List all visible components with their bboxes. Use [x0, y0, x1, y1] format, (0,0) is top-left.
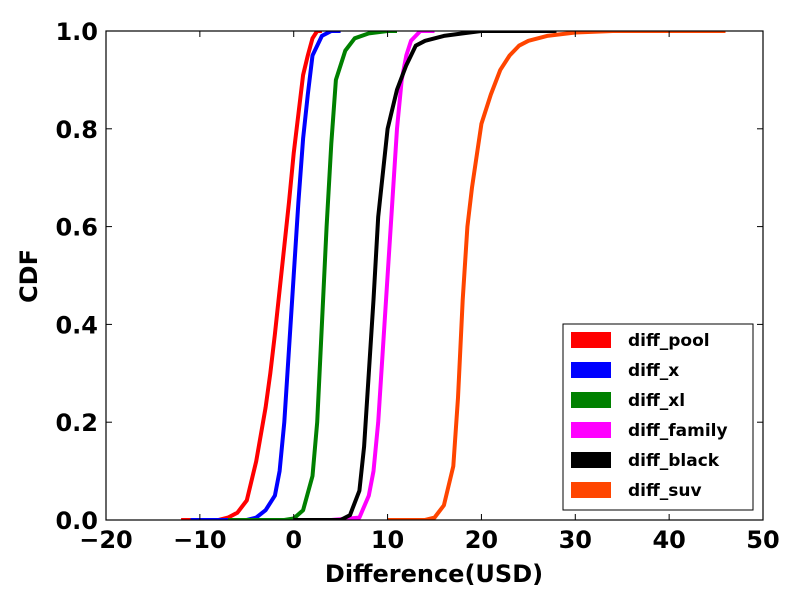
series-line-diff_family: [331, 31, 435, 520]
y-axis: 0.0 0.2 0.4 0.6 0.8 1.0: [55, 18, 763, 535]
series-line-diff_pool: [181, 31, 322, 520]
legend-label-diff_black: diff_black: [628, 451, 720, 471]
legend-label-diff_family: diff_family: [628, 421, 728, 441]
x-tick-label: 0: [285, 526, 302, 554]
x-tick-label: 10: [371, 526, 404, 554]
series-layer: [181, 31, 726, 520]
x-tick-label: 30: [559, 526, 592, 554]
y-tick-label: 0.4: [55, 311, 98, 339]
legend-swatch-diff_suv: [571, 482, 611, 498]
x-axis: −20 −10 0 10 20 30 40 50: [79, 31, 780, 554]
legend-label-diff_pool: diff_pool: [628, 331, 710, 351]
y-tick-label: 0.8: [55, 116, 98, 144]
x-tick-label: −10: [173, 526, 227, 554]
legend-label-diff_xl: diff_xl: [628, 391, 685, 411]
series-line-diff_x: [190, 31, 341, 520]
x-axis-label: Difference(USD): [325, 560, 543, 588]
series-line-diff_xl: [228, 31, 397, 520]
legend-swatch-diff_pool: [571, 332, 611, 348]
x-tick-label: 50: [746, 526, 779, 554]
legend-label-diff_x: diff_x: [628, 361, 679, 381]
legend-swatch-diff_black: [571, 452, 611, 468]
series-line-diff_black: [293, 31, 557, 520]
x-tick-label: 40: [652, 526, 685, 554]
series-line-diff_suv: [387, 31, 726, 520]
x-tick-label: −20: [79, 526, 133, 554]
legend-frame: [562, 323, 754, 511]
legend-swatch-diff_family: [571, 422, 611, 438]
legend-swatch-diff_x: [571, 362, 611, 378]
y-tick-label: 1.0: [55, 18, 98, 46]
y-axis-label: CDF: [15, 249, 43, 303]
legend: diff_pool diff_x diff_xl diff_family diff_bl…: [562, 323, 754, 511]
x-tick-label: 20: [465, 526, 498, 554]
plot-frame: [105, 30, 764, 521]
legend-label-diff_suv: diff_suv: [628, 481, 702, 501]
y-tick-label: 0.2: [55, 409, 98, 437]
y-tick-label: 0.0: [55, 507, 98, 535]
legend-swatch-diff_xl: [571, 392, 611, 408]
y-tick-label: 0.6: [55, 214, 98, 242]
